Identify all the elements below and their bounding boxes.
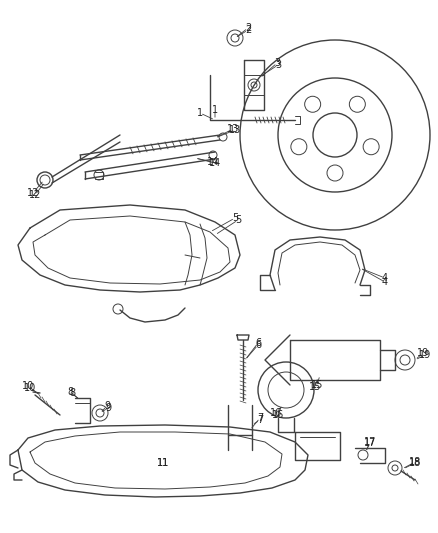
Text: 10: 10: [22, 381, 34, 391]
Text: 16: 16: [270, 408, 282, 418]
Text: 5: 5: [232, 213, 238, 223]
Text: 1: 1: [197, 108, 203, 118]
Text: 4: 4: [382, 277, 388, 287]
Text: 9: 9: [105, 403, 111, 413]
Text: 13: 13: [229, 125, 241, 135]
Text: 18: 18: [409, 458, 421, 468]
Text: 3: 3: [274, 58, 280, 68]
Text: 19: 19: [417, 348, 429, 358]
Text: 1: 1: [212, 105, 218, 115]
Text: 11: 11: [157, 458, 169, 468]
Text: 19: 19: [419, 350, 431, 360]
Text: 18: 18: [409, 457, 421, 467]
Text: 17: 17: [364, 437, 376, 447]
Text: 16: 16: [272, 410, 284, 420]
Text: 7: 7: [257, 413, 263, 423]
Text: 3: 3: [275, 60, 281, 70]
Text: 11: 11: [157, 458, 169, 468]
Text: 12: 12: [29, 190, 41, 200]
Text: 4: 4: [382, 273, 388, 283]
Text: 10: 10: [24, 383, 36, 393]
Text: 6: 6: [255, 338, 261, 348]
Text: 5: 5: [235, 215, 241, 225]
Text: 14: 14: [209, 158, 221, 168]
Text: 14: 14: [207, 157, 219, 167]
Text: 17: 17: [364, 438, 376, 448]
Text: 7: 7: [257, 415, 263, 425]
Text: 9: 9: [104, 401, 110, 411]
Text: 2: 2: [245, 23, 251, 33]
Text: 12: 12: [27, 188, 39, 198]
Text: 15: 15: [309, 382, 321, 392]
Text: 15: 15: [311, 380, 323, 390]
Text: 6: 6: [255, 340, 261, 350]
Text: 13: 13: [227, 124, 239, 134]
Text: 8: 8: [67, 387, 73, 397]
Text: 8: 8: [69, 388, 75, 398]
Text: 2: 2: [245, 25, 251, 35]
